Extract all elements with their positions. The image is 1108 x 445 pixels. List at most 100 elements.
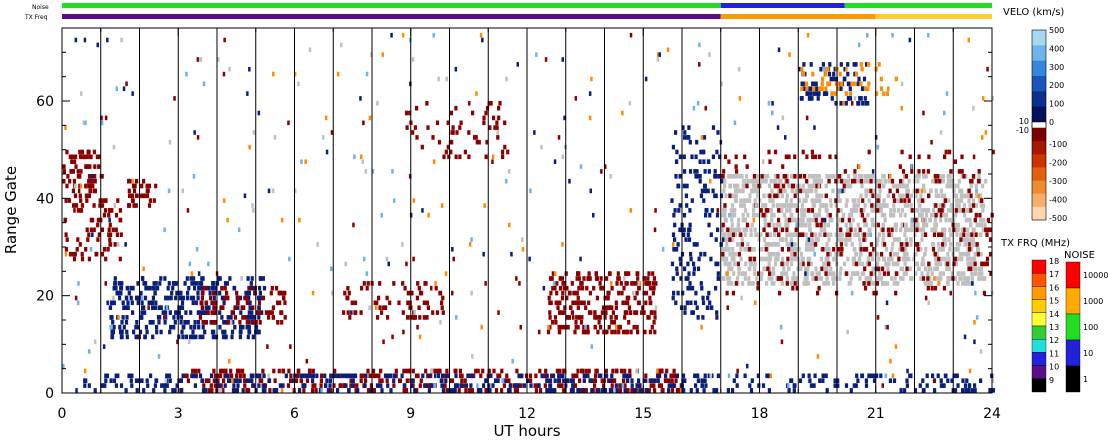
cell-blue-16h bbox=[701, 295, 705, 301]
cell-blue-band bbox=[250, 285, 254, 291]
cell-gray-late bbox=[960, 271, 964, 276]
cell-gray-late bbox=[864, 237, 868, 242]
cell-gray-late bbox=[782, 266, 786, 272]
cell-red-4h bbox=[276, 320, 280, 325]
cell-gray-late bbox=[785, 261, 789, 267]
cell-blue-near bbox=[571, 378, 575, 383]
cell-blue-16h bbox=[687, 237, 692, 242]
cell-gray-late bbox=[937, 247, 941, 252]
cell-mixed-8h bbox=[417, 285, 421, 291]
cell-red-near bbox=[675, 388, 679, 393]
cell-blue-near bbox=[493, 378, 498, 383]
cell-red-4h bbox=[223, 285, 227, 291]
cell-red-near bbox=[557, 383, 561, 388]
cell-scatter bbox=[872, 247, 875, 252]
cell-scatter bbox=[452, 256, 455, 262]
cell-gray-late bbox=[936, 261, 940, 267]
cell-red-near bbox=[392, 383, 396, 388]
cell-blue-band bbox=[179, 320, 183, 325]
cell-red-mid-far bbox=[435, 120, 440, 126]
cell-red-near bbox=[674, 373, 678, 379]
y-tick-label: 20 bbox=[36, 289, 54, 305]
cell-red-4h bbox=[204, 300, 209, 306]
cell-mixed-8h bbox=[381, 305, 386, 310]
cell-red-4h bbox=[214, 300, 218, 306]
cell-red-near bbox=[329, 388, 333, 393]
cell-red-near bbox=[424, 368, 428, 374]
cell-gray-late bbox=[791, 232, 796, 237]
cell-mixed-8h bbox=[426, 305, 430, 310]
cell-scatter bbox=[857, 42, 861, 48]
cell-red-near bbox=[210, 388, 214, 393]
cell-scatter bbox=[444, 271, 448, 276]
cell-red-late bbox=[777, 276, 781, 281]
cell-scatter bbox=[324, 115, 328, 121]
cell-red-13h bbox=[632, 281, 636, 286]
velocity-swatch bbox=[1032, 206, 1046, 221]
cell-blue-16h bbox=[683, 169, 687, 174]
cell-red-late bbox=[922, 169, 926, 174]
cell-scatter bbox=[391, 169, 394, 174]
cell-mixed-8h bbox=[377, 295, 381, 301]
cell-gray-late bbox=[817, 178, 821, 184]
cell-blue-near bbox=[702, 388, 706, 393]
cell-red-near bbox=[219, 383, 223, 388]
cell-gray-late bbox=[818, 198, 822, 203]
cell-scatter bbox=[91, 174, 94, 179]
cell-blue-band bbox=[174, 295, 178, 301]
cell-blue-16h bbox=[717, 174, 721, 179]
cell-blue-near bbox=[537, 383, 541, 388]
cell-blue-near bbox=[942, 383, 946, 388]
cell-gray-late bbox=[979, 251, 983, 257]
cell-red-late bbox=[892, 193, 896, 199]
cell-red-late bbox=[752, 174, 756, 179]
cell-red-2h bbox=[145, 188, 149, 194]
cell-mixed-8h bbox=[401, 310, 405, 315]
cell-scatter bbox=[589, 188, 592, 194]
cell-gray-late bbox=[938, 271, 942, 276]
cell-red-mid-far bbox=[497, 105, 501, 111]
cell-red-near bbox=[626, 388, 630, 393]
cell-red-late bbox=[944, 149, 948, 155]
cell-red-late bbox=[874, 290, 878, 296]
cell-scatter bbox=[528, 256, 531, 262]
cell-red-13h bbox=[611, 310, 615, 315]
cell-blue-near bbox=[991, 388, 995, 393]
cell-red-late bbox=[777, 208, 781, 213]
cell-red-mid-far bbox=[463, 149, 467, 155]
cell-blue-near bbox=[238, 378, 242, 383]
cell-gray-late bbox=[966, 227, 970, 233]
cell-blue-16h bbox=[704, 208, 708, 213]
cell-blue-near bbox=[446, 373, 450, 379]
cell-red-late bbox=[960, 169, 964, 174]
cell-blue-near bbox=[389, 373, 393, 379]
cell-red-late bbox=[869, 178, 873, 184]
cell-red-13h bbox=[625, 281, 629, 286]
cell-gray-late bbox=[882, 232, 886, 237]
cell-gray-late bbox=[850, 212, 854, 218]
cell-blue-near bbox=[393, 373, 397, 379]
cell-blue-band bbox=[117, 281, 121, 286]
cell-gray-late bbox=[740, 237, 744, 242]
cell-red-late bbox=[848, 232, 852, 237]
y-tick-label: 40 bbox=[36, 191, 54, 207]
cell-blue-near bbox=[545, 388, 549, 393]
cell-mixed-8h bbox=[380, 310, 384, 315]
cell-blue-near bbox=[905, 378, 909, 383]
cell-gray-late bbox=[883, 212, 887, 218]
cell-blue-band bbox=[185, 276, 189, 281]
cell-red-late bbox=[861, 198, 865, 203]
cell-gray-late bbox=[734, 193, 738, 199]
cell-gray-late bbox=[745, 247, 749, 252]
cell-red-4h bbox=[214, 320, 218, 325]
cell-blue-near bbox=[649, 378, 653, 383]
cell-red-13h bbox=[588, 290, 592, 296]
cell-scatter bbox=[753, 247, 756, 252]
cell-blue-16h bbox=[702, 198, 706, 203]
cell-gray-late bbox=[865, 178, 869, 184]
cell-orange-20h bbox=[885, 91, 889, 96]
cell-red-late bbox=[960, 154, 964, 160]
cell-red-late bbox=[974, 212, 978, 218]
cell-scatter bbox=[496, 125, 499, 130]
cell-red-13h bbox=[602, 329, 606, 335]
